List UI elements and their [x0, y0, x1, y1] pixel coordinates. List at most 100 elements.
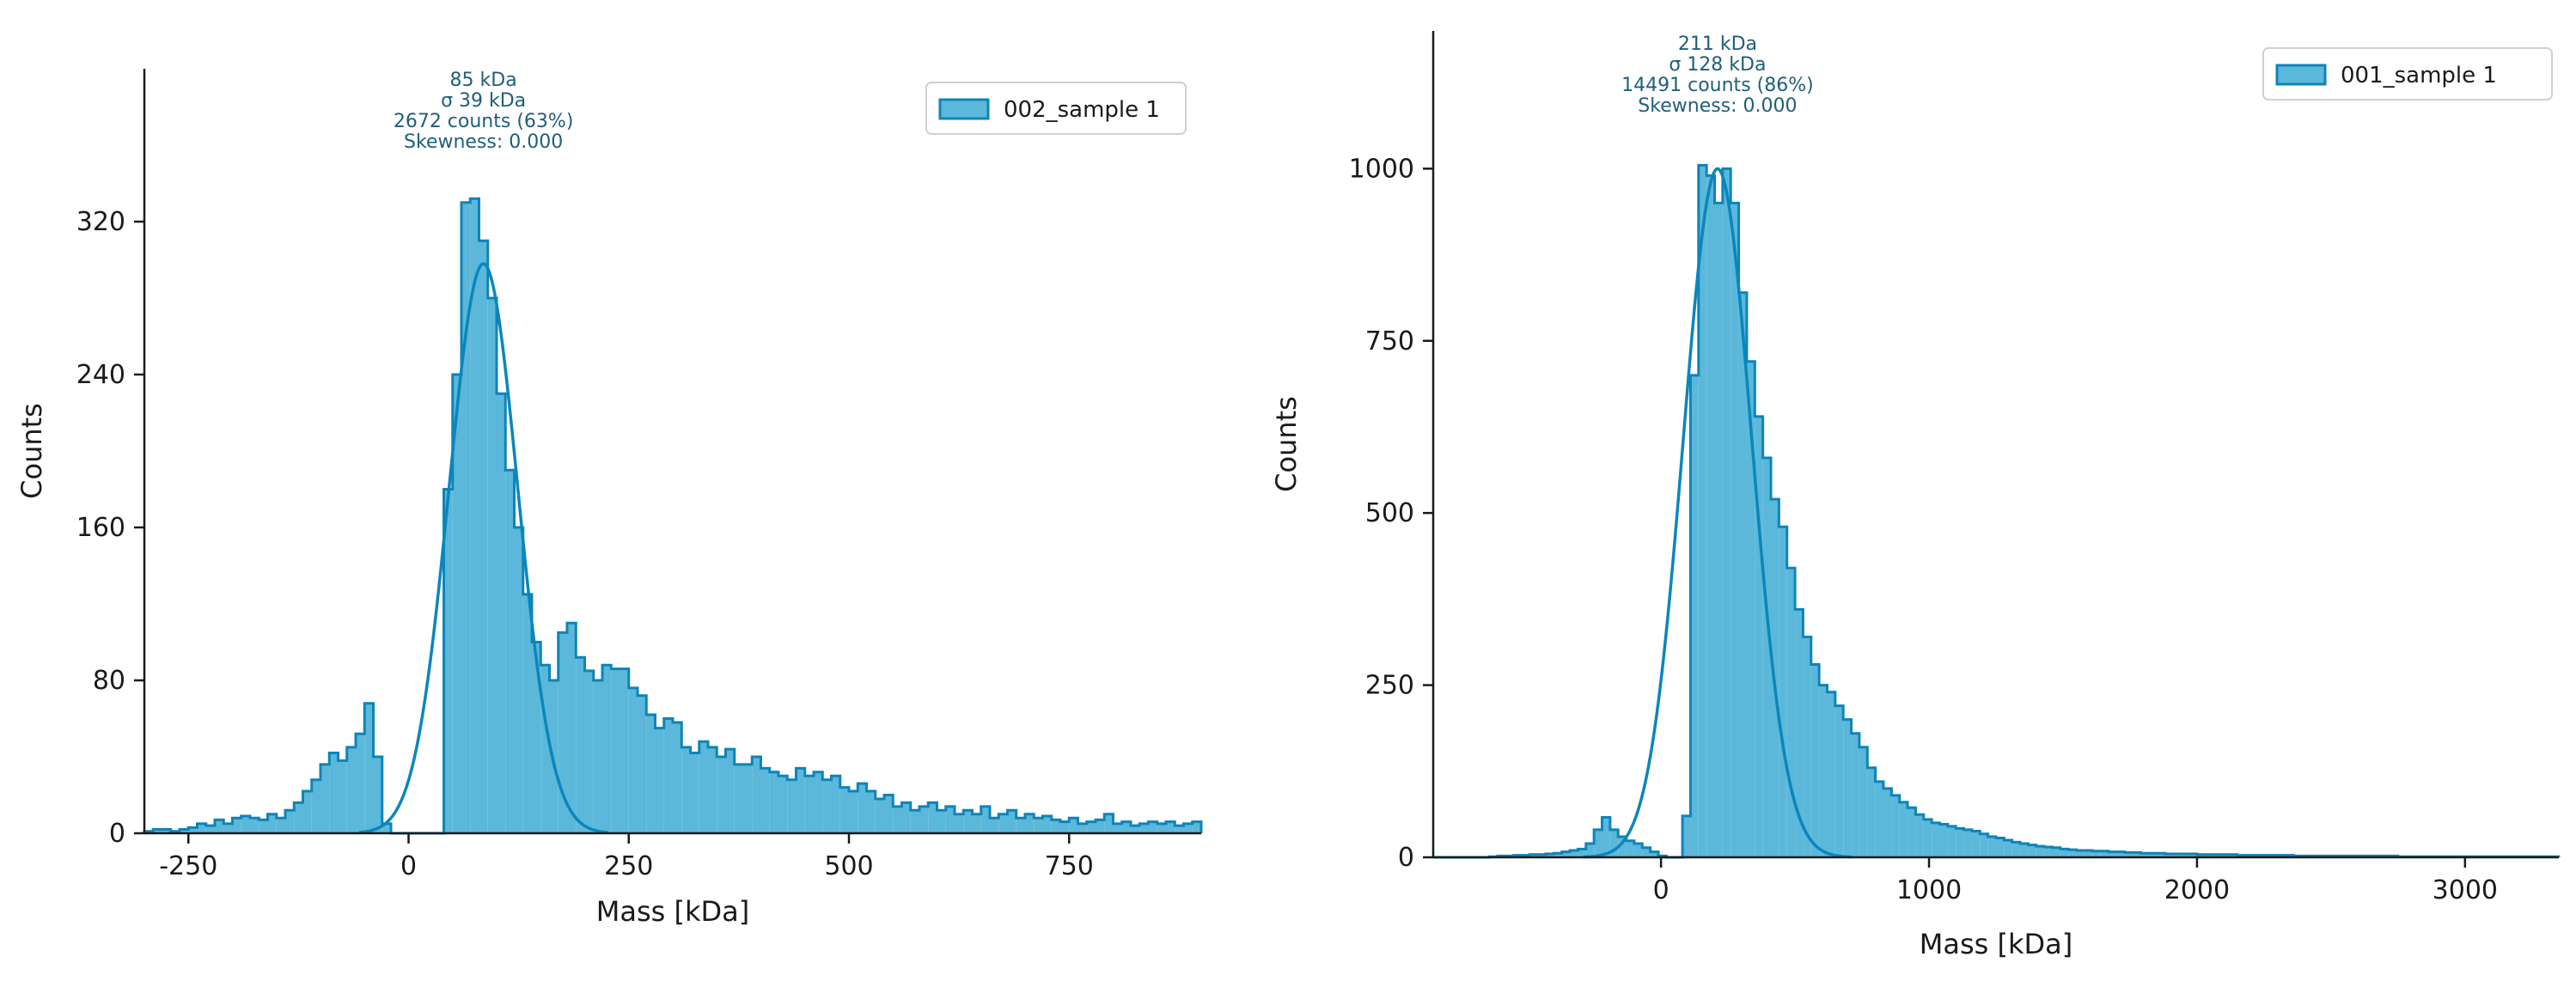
histogram-outline: [143, 197, 1203, 835]
histogram-bar: [1698, 165, 1707, 857]
histogram-bar: [311, 779, 320, 833]
histogram-bar: [866, 791, 876, 833]
histogram-bar: [1779, 527, 1787, 857]
histogram-bar: [162, 829, 171, 833]
histogram-bar: [1578, 849, 1586, 857]
fit-annotation-line: σ 39 kDa: [441, 90, 526, 112]
histogram-bar: [1077, 823, 1087, 833]
histogram-bar: [1633, 843, 1643, 857]
histogram-bar: [2044, 846, 2053, 857]
histogram-bar: [769, 771, 778, 833]
histogram-bar: [814, 771, 823, 833]
histogram-bar: [522, 594, 532, 833]
histogram-bar: [884, 795, 894, 833]
histogram-bar: [2229, 854, 2237, 857]
fit-annotation-line: 85 kDa: [450, 70, 517, 91]
histogram-bar: [294, 802, 303, 833]
histogram-bar: [804, 776, 814, 833]
histogram-bar: [760, 768, 770, 833]
histogram-bar: [875, 798, 884, 833]
histogram-bar: [1192, 821, 1201, 833]
histogram-bar: [1148, 821, 1157, 833]
histogram-bar: [858, 783, 867, 833]
x-tick-label: 0: [1653, 875, 1670, 905]
histogram-bar: [743, 764, 753, 833]
x-tick-label: 1000: [1896, 875, 1962, 905]
histogram-bar: [2092, 850, 2101, 857]
histogram-bar: [188, 827, 198, 833]
histogram-bar: [2181, 853, 2189, 857]
histogram-bar: [2020, 843, 2029, 857]
histogram-bar: [1183, 823, 1193, 833]
histogram-bar: [910, 810, 919, 833]
y-tick-label: 500: [1365, 498, 1414, 528]
legend-box: [925, 82, 1187, 135]
histogram-bar: [382, 823, 391, 833]
histogram-bar: [1731, 203, 1739, 857]
histogram-bar: [2004, 839, 2012, 857]
histogram-bar: [1096, 820, 1105, 833]
histogram-bar: [1060, 821, 1070, 833]
histogram-bar: [1546, 853, 1554, 857]
histogram-bar: [893, 806, 902, 833]
fit-annotation-line: 14491 counts (86%): [1621, 75, 1814, 96]
histogram-bar: [2011, 842, 2021, 857]
histogram-bar: [663, 718, 673, 833]
histogram-bar: [329, 753, 339, 833]
y-axis-label: Counts: [15, 403, 48, 499]
histogram-bar: [1139, 823, 1149, 833]
histogram-bar: [1069, 818, 1078, 833]
histogram-bar: [1642, 847, 1651, 857]
histogram-bar: [1714, 203, 1723, 857]
histogram-bar: [1867, 767, 1876, 857]
y-tick-label: 240: [76, 360, 125, 390]
histogram-bar: [153, 829, 162, 833]
histogram-bar: [1915, 814, 1924, 857]
histogram-bar: [699, 741, 708, 833]
histogram-bar: [1682, 815, 1691, 857]
histogram-bar: [505, 470, 515, 833]
y-tick-label: 160: [76, 513, 125, 543]
histogram-bar: [1157, 823, 1166, 833]
gaussian-fit-line: [358, 262, 608, 834]
histogram-bar: [373, 757, 382, 833]
histogram-bar: [1971, 831, 1981, 857]
histogram-bar: [1131, 826, 1140, 833]
histogram-bar: [1618, 836, 1627, 857]
y-tick-label: 0: [1398, 843, 1414, 873]
histogram-bar: [180, 829, 189, 833]
y-tick-label: 0: [109, 819, 125, 849]
histogram-bar: [364, 703, 374, 833]
x-tick-label: -250: [159, 851, 217, 881]
histogram-bar: [250, 818, 259, 833]
histogram-bar: [497, 393, 506, 833]
histogram-bar: [2205, 854, 2213, 857]
histogram-bar: [356, 734, 365, 833]
histogram-bar: [549, 680, 559, 833]
histogram-bar: [558, 632, 567, 833]
histogram-bar: [1609, 829, 1619, 857]
histogram-bar: [998, 813, 1008, 833]
histogram-bar: [1899, 801, 1908, 857]
histogram-bar: [1980, 833, 1988, 857]
histogram-bar: [990, 818, 999, 833]
histogram-bar: [470, 198, 479, 834]
histogram-bar: [1051, 820, 1060, 833]
histogram-bar: [584, 670, 594, 833]
histogram-bars: [1489, 165, 2559, 858]
histogram-bar: [1996, 838, 2005, 857]
histogram-bar: [1166, 821, 1175, 833]
histogram-bar: [1803, 637, 1811, 857]
histogram-bars: [144, 198, 1201, 834]
histogram-bar: [338, 760, 347, 833]
histogram-bar: [620, 668, 629, 833]
histogram-bar: [787, 779, 797, 833]
histogram-bar: [1706, 175, 1715, 858]
fit-annotation-line: σ 128 kDa: [1669, 54, 1766, 76]
histogram-bar: [1585, 843, 1595, 857]
histogram-bar: [1570, 850, 1578, 857]
histogram-bar: [2076, 850, 2085, 857]
histogram-bar: [638, 695, 647, 833]
legend-swatch: [2275, 64, 2327, 86]
histogram-bar: [646, 715, 656, 833]
